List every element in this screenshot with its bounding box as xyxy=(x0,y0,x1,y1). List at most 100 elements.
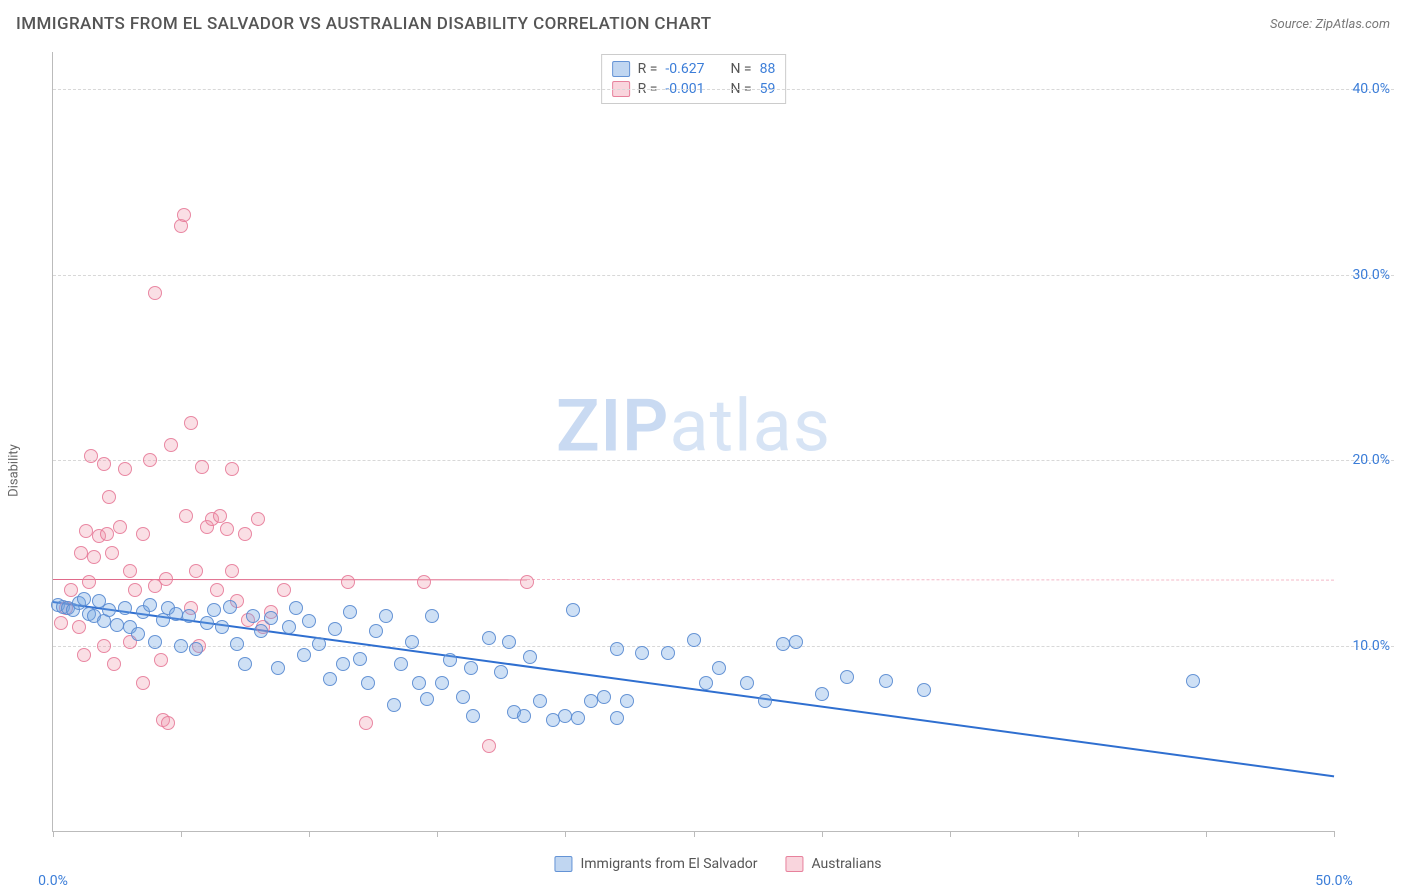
scatter-point xyxy=(425,609,439,623)
trend-line xyxy=(53,601,1334,777)
scatter-point xyxy=(84,449,98,463)
scatter-point xyxy=(77,648,91,662)
scatter-point xyxy=(213,509,227,523)
scatter-point xyxy=(517,709,531,723)
x-tick xyxy=(950,831,951,837)
scatter-point xyxy=(72,620,86,634)
scatter-point xyxy=(323,672,337,686)
scatter-point xyxy=(118,601,132,615)
scatter-point xyxy=(571,711,585,725)
scatter-point xyxy=(225,462,239,476)
scatter-point xyxy=(136,527,150,541)
scatter-point xyxy=(523,650,537,664)
scatter-point xyxy=(302,614,316,628)
source-credit: Source: ZipAtlas.com xyxy=(1270,17,1390,32)
swatch-pink xyxy=(785,856,803,872)
x-tick xyxy=(1334,831,1335,837)
scatter-point xyxy=(464,661,478,675)
scatter-point xyxy=(54,616,68,630)
scatter-point xyxy=(148,635,162,649)
scatter-point xyxy=(246,609,260,623)
scatter-point xyxy=(97,457,111,471)
scatter-point xyxy=(164,438,178,452)
y-tick-label: 20.0% xyxy=(1352,452,1390,468)
x-tick xyxy=(53,831,54,837)
scatter-point xyxy=(105,546,119,560)
scatter-point xyxy=(312,637,326,651)
scatter-point xyxy=(482,631,496,645)
scatter-plot: ZIPatlas R = -0.627 N = 88 R = -0.001 N … xyxy=(52,52,1334,832)
y-tick-label: 10.0% xyxy=(1352,638,1390,654)
scatter-point xyxy=(225,564,239,578)
scatter-point xyxy=(815,687,829,701)
scatter-point xyxy=(789,635,803,649)
scatter-point xyxy=(230,637,244,651)
y-tick-label: 40.0% xyxy=(1352,81,1390,97)
scatter-point xyxy=(635,646,649,660)
scatter-point xyxy=(174,639,188,653)
scatter-point xyxy=(177,208,191,222)
scatter-point xyxy=(87,550,101,564)
scatter-point xyxy=(369,624,383,638)
grid-line xyxy=(53,275,1394,276)
grid-line xyxy=(53,89,1394,90)
x-tick xyxy=(181,831,182,837)
swatch-blue xyxy=(612,61,630,77)
x-tick xyxy=(565,831,566,837)
scatter-point xyxy=(482,739,496,753)
scatter-point xyxy=(271,661,285,675)
scatter-point xyxy=(520,575,534,589)
correlation-legend: R = -0.627 N = 88 R = -0.001 N = 59 xyxy=(601,54,787,104)
scatter-point xyxy=(184,416,198,430)
x-tick xyxy=(1078,831,1079,837)
scatter-point xyxy=(494,665,508,679)
scatter-point xyxy=(64,583,78,597)
scatter-point xyxy=(597,690,611,704)
scatter-point xyxy=(215,620,229,634)
scatter-point xyxy=(456,690,470,704)
scatter-point xyxy=(189,564,203,578)
scatter-point xyxy=(328,622,342,636)
scatter-point xyxy=(420,692,434,706)
scatter-point xyxy=(136,676,150,690)
scatter-point xyxy=(466,709,480,723)
y-tick-label: 30.0% xyxy=(1352,267,1390,283)
scatter-point xyxy=(661,646,675,660)
x-tick xyxy=(694,831,695,837)
scatter-point xyxy=(220,522,234,536)
scatter-point xyxy=(113,520,127,534)
scatter-point xyxy=(776,637,790,651)
scatter-point xyxy=(687,633,701,647)
x-tick xyxy=(437,831,438,837)
scatter-point xyxy=(917,683,931,697)
scatter-point xyxy=(343,605,357,619)
scatter-point xyxy=(417,575,431,589)
scatter-point xyxy=(74,546,88,560)
scatter-point xyxy=(251,512,265,526)
trend-line xyxy=(53,579,527,580)
scatter-point xyxy=(131,627,145,641)
scatter-point xyxy=(128,583,142,597)
x-tick xyxy=(309,831,310,837)
scatter-point xyxy=(502,635,516,649)
scatter-point xyxy=(879,674,893,688)
grid-line xyxy=(53,460,1394,461)
scatter-point xyxy=(359,716,373,730)
scatter-point xyxy=(207,603,221,617)
legend-row-blue: R = -0.627 N = 88 xyxy=(612,59,776,79)
scatter-point xyxy=(758,694,772,708)
grid-line xyxy=(53,646,1394,647)
scatter-point xyxy=(412,676,426,690)
scatter-point xyxy=(161,716,175,730)
scatter-point xyxy=(443,653,457,667)
scatter-point xyxy=(712,661,726,675)
scatter-point xyxy=(394,657,408,671)
scatter-point xyxy=(238,527,252,541)
scatter-point xyxy=(740,676,754,690)
scatter-point xyxy=(102,603,116,617)
trend-line xyxy=(527,579,1334,581)
scatter-point xyxy=(182,609,196,623)
scatter-point xyxy=(341,575,355,589)
chart-container: Disability ZIPatlas R = -0.627 N = 88 R … xyxy=(42,48,1394,878)
scatter-point xyxy=(610,642,624,656)
